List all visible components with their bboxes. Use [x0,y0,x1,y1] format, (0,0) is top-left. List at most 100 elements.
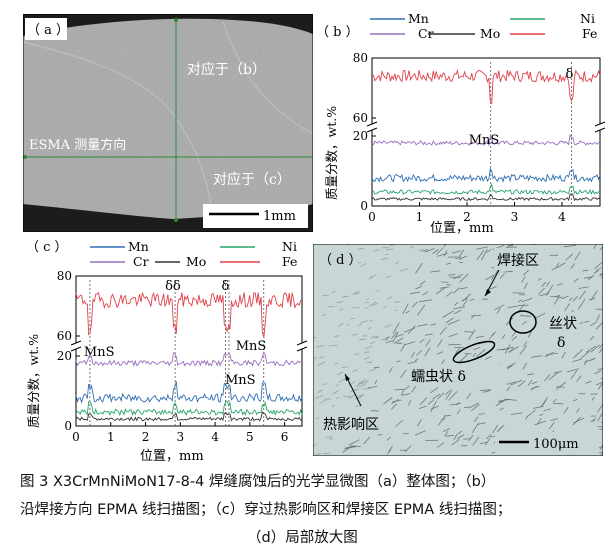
ferrite-trace [339,308,344,311]
y-tick-label: 0 [64,419,72,433]
ferrite-trace [331,390,339,395]
ferrite-trace [548,371,560,381]
ferrite-trace [595,321,603,330]
ferrite-trace [461,293,472,302]
ferrite-trace [391,331,398,340]
ferrite-trace [521,298,533,303]
ferrite-trace [537,278,542,281]
ferrite-trace [505,362,516,369]
ferrite-trace [487,286,497,291]
ferrite-trace [578,286,589,289]
ferrite-trace [313,336,317,339]
ferrite-trace [499,407,504,411]
ferrite-trace [349,318,355,320]
ferrite-trace [345,445,355,449]
ferrite-trace [479,389,491,391]
ferrite-trace [598,343,603,349]
ferrite-trace [585,380,592,384]
ferrite-trace [442,428,451,433]
ferrite-trace [315,452,322,456]
ferrite-trace [316,345,324,348]
ferrite-trace [432,393,441,400]
ferrite-trace [596,381,603,386]
ferrite-trace [374,366,380,369]
ferrite-trace [334,335,340,338]
lacy-delta-marker [509,310,537,334]
ferrite-trace [583,359,588,366]
ferrite-trace [561,351,567,359]
ferrite-trace [472,422,479,434]
ferrite-trace [538,287,546,295]
ferrite-trace [435,287,446,295]
ferrite-trace [353,389,360,391]
ferrite-trace [589,335,595,341]
ferrite-trace [541,281,546,287]
scan-direction-label: ESMA 测量方向 [29,137,126,153]
ferrite-trace [385,254,389,256]
annotation-label: MnS [225,373,256,388]
ferrite-trace [485,275,494,281]
ferrite-trace [405,310,410,314]
ferrite-trace [369,319,373,322]
ferrite-trace [363,436,371,445]
vermicular-delta-marker [452,340,496,364]
lacy-delta-symbol: δ [557,335,565,351]
ferrite-trace [462,299,468,307]
ferrite-trace [486,249,492,253]
ferrite-trace [468,329,476,340]
panel-b-chart: Mn Ni Cr Mo Fe （ b ） 0 1 2 3 4 0 20 60 80 MnS δ 位置… [316,11,606,236]
ferrite-trace [584,358,595,363]
ferrite-trace [396,360,401,362]
ferrite-trace [329,438,334,440]
ferrite-trace [322,294,330,297]
ferrite-trace [424,248,435,253]
ferrite-trace [597,382,603,390]
ferrite-trace [519,345,527,356]
ferrite-trace [331,404,336,407]
ferrite-trace [593,270,599,274]
ferrite-trace [584,320,590,323]
annotation-label: MnS [236,339,267,354]
ferrite-trace [432,249,439,255]
ferrite-trace [470,314,475,319]
legend-label-mo: Mo [480,26,500,41]
ferrite-trace [313,443,317,447]
ferrite-trace [458,255,468,260]
ferrite-trace [594,369,602,375]
ferrite-trace [385,248,393,251]
axis-break-mark [594,127,606,133]
ferrite-trace [453,310,462,314]
ferrite-trace [591,396,595,401]
ferrite-trace [400,390,405,396]
ferrite-trace [545,281,551,287]
ferrite-trace [410,291,421,295]
ferrite-trace [404,341,416,346]
y-tick-label: 80 [57,269,72,283]
ferrite-trace [593,244,597,249]
ferrite-trace [349,389,356,393]
x-tick-label: 3 [176,430,184,444]
series-line-mo [75,411,303,422]
ferrite-trace [384,336,390,342]
ferrite-trace [577,298,586,310]
ferrite-trace [323,452,331,455]
ferrite-trace [507,244,516,247]
ferrite-trace [453,287,460,294]
ferrite-trace [321,313,327,317]
ferrite-trace [527,331,533,338]
ferrite-trace [430,270,440,273]
caption-line-3: （d）局部放大图 [247,530,358,546]
ferrite-trace [445,389,453,400]
series-line-fe [75,291,303,339]
ferrite-trace [354,353,360,355]
ferrite-trace [424,347,431,357]
ferrite-trace [391,399,402,403]
ferrite-trace [453,433,458,440]
ferrite-trace [508,346,519,353]
ferrite-trace [550,418,559,422]
ferrite-trace [381,257,388,261]
annotation-label: δ [566,67,574,82]
ferrite-trace [395,261,400,265]
ferrite-trace [334,362,338,365]
lacy-delta-label: 丝状 [549,316,577,332]
